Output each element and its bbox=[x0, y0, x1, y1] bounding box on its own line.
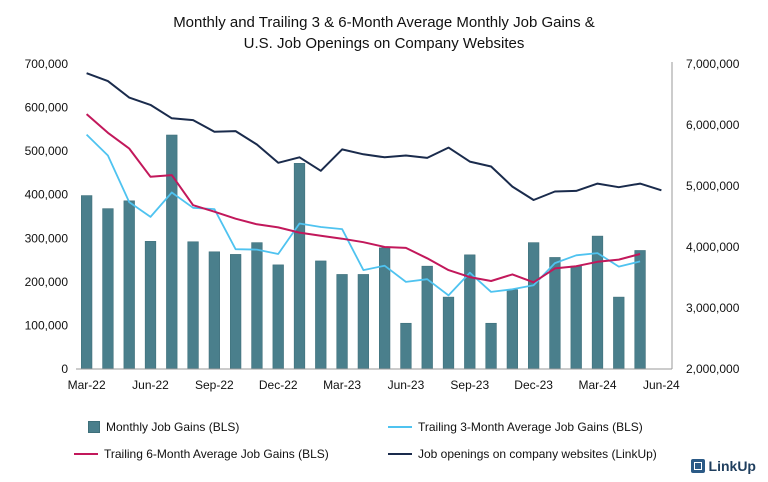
bar-monthly-job-gains bbox=[144, 241, 157, 370]
left-axis-tick-label: 500,000 bbox=[25, 144, 69, 158]
line-series-group bbox=[85, 72, 662, 297]
left-axis-tick-label: 200,000 bbox=[25, 275, 69, 289]
legend-label: Trailing 6-Month Average Job Gains (BLS) bbox=[104, 447, 329, 461]
bar-monthly-job-gains bbox=[81, 195, 93, 370]
right-axis-tick-label: 6,000,000 bbox=[686, 118, 740, 132]
bar-monthly-job-gains bbox=[613, 296, 625, 370]
bar-monthly-job-gains bbox=[400, 322, 412, 370]
bar-monthly-job-gains bbox=[293, 163, 306, 370]
legend-label: Trailing 3-Month Average Job Gains (BLS) bbox=[418, 420, 643, 434]
linkup-logo-text: LinkUp bbox=[708, 458, 756, 474]
bar-monthly-job-gains bbox=[102, 208, 114, 370]
bar-monthly-job-gains bbox=[230, 254, 242, 370]
x-axis-tick-label: Dec-22 bbox=[259, 378, 298, 392]
chart-title-line-2: U.S. Job Openings on Company Websites bbox=[243, 35, 525, 52]
legend-label: Monthly Job Gains (BLS) bbox=[106, 420, 240, 434]
x-axis-tick-label: Mar-23 bbox=[323, 378, 361, 392]
left-axis-tick-label: 100,000 bbox=[25, 318, 69, 332]
x-axis-tick-label: Mar-24 bbox=[578, 378, 616, 392]
left-axis-tick-label: 600,000 bbox=[25, 101, 69, 115]
right-axis-tick-label: 4,000,000 bbox=[686, 240, 740, 254]
line-job-openings-linkup bbox=[86, 72, 662, 201]
line-trailing-6-month-average bbox=[85, 113, 641, 284]
bar-monthly-job-gains bbox=[442, 296, 455, 370]
left-axis-tick-label: 400,000 bbox=[25, 188, 69, 202]
bar-monthly-job-gains bbox=[187, 241, 199, 370]
x-axis-tick-label: Sep-22 bbox=[195, 378, 234, 392]
bar-monthly-job-gains bbox=[357, 274, 369, 370]
bar-monthly-job-gains bbox=[506, 289, 518, 370]
linkup-logo-icon bbox=[690, 459, 705, 473]
bar-monthly-job-gains bbox=[570, 265, 582, 370]
legend-swatch-bar bbox=[88, 421, 100, 433]
legend-swatch-line bbox=[388, 453, 412, 455]
right-axis-tick-label: 3,000,000 bbox=[686, 301, 740, 315]
legend-item-trailing-3-month[interactable]: Trailing 3-Month Average Job Gains (BLS) bbox=[388, 420, 643, 434]
bar-monthly-job-gains bbox=[485, 322, 497, 370]
bar-monthly-job-gains bbox=[272, 264, 284, 370]
bar-series-monthly-job-gains bbox=[81, 134, 646, 370]
left-axis-tick-label: 0 bbox=[61, 362, 68, 376]
x-axis-tick-label: Sep-23 bbox=[450, 378, 489, 392]
x-axis-tick-label: Jun-23 bbox=[388, 378, 425, 392]
legend-item-job-openings[interactable]: Job openings on company websites (LinkUp… bbox=[388, 447, 657, 461]
line-trailing-3-month-average bbox=[85, 133, 641, 297]
x-axis-tick-label: Jun-22 bbox=[132, 378, 169, 392]
x-axis-tick-label: Mar-22 bbox=[68, 378, 106, 392]
bar-monthly-job-gains bbox=[549, 257, 561, 370]
left-axis-tick-label: 300,000 bbox=[25, 231, 69, 245]
bar-monthly-job-gains bbox=[251, 242, 263, 370]
legend-swatch-line bbox=[388, 426, 412, 428]
x-axis-tick-label: Jun-24 bbox=[643, 378, 680, 392]
bar-monthly-job-gains bbox=[208, 251, 220, 370]
right-axis-tick-label: 5,000,000 bbox=[686, 179, 740, 193]
left-axis-tick-label: 700,000 bbox=[25, 57, 69, 71]
legend-swatch-line bbox=[74, 453, 98, 455]
legend-item-trailing-6-month[interactable]: Trailing 6-Month Average Job Gains (BLS) bbox=[74, 447, 329, 461]
legend-label: Job openings on company websites (LinkUp… bbox=[418, 447, 657, 461]
bar-monthly-job-gains bbox=[336, 274, 348, 370]
bar-monthly-job-gains bbox=[315, 260, 327, 370]
x-axis-tick-label: Dec-23 bbox=[514, 378, 553, 392]
bar-monthly-job-gains bbox=[123, 200, 135, 370]
linkup-logo: LinkUp bbox=[690, 458, 756, 474]
right-axis-tick-label: 2,000,000 bbox=[686, 362, 740, 376]
legend-item-monthly-job-gains[interactable]: Monthly Job Gains (BLS) bbox=[88, 420, 239, 434]
axes: 0 100,000 200,000 300,000 400,000 500,000 600,… bbox=[25, 57, 740, 392]
bar-monthly-job-gains bbox=[528, 242, 540, 370]
chart-title-line-1: Monthly and Trailing 3 & 6-Month Average… bbox=[173, 14, 595, 31]
bar-monthly-job-gains bbox=[166, 134, 178, 370]
bar-monthly-job-gains bbox=[634, 250, 646, 370]
right-axis-tick-label: 7,000,000 bbox=[686, 57, 740, 71]
